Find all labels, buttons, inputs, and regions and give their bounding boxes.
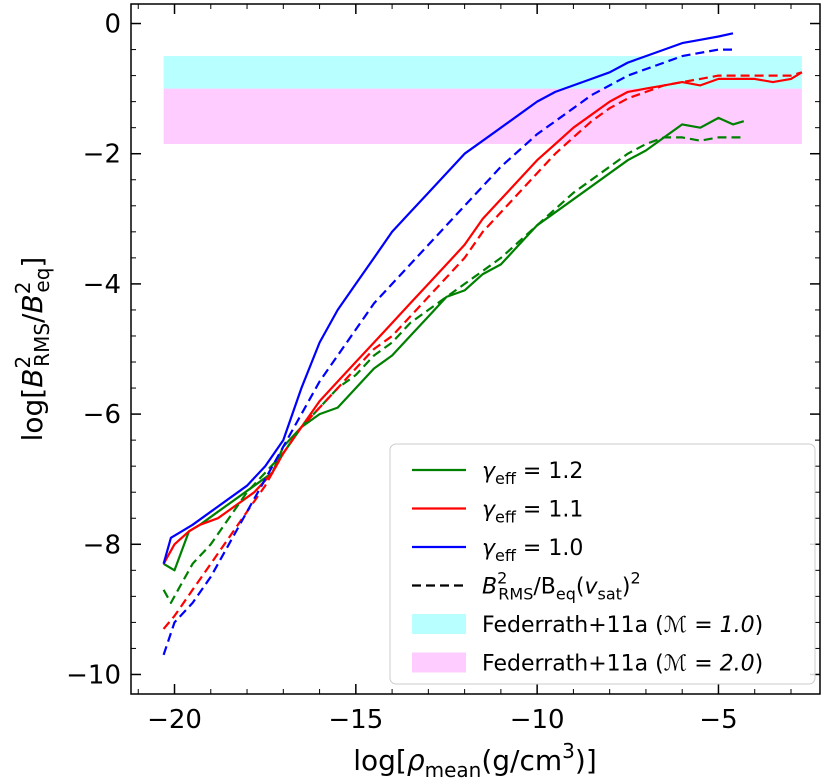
legend-label-1: γeff = 1.2 bbox=[482, 459, 583, 488]
y-tick-label: 0 bbox=[104, 10, 121, 40]
y-tick-label: −4 bbox=[83, 270, 121, 300]
series-line-1 bbox=[163, 116, 745, 572]
legend-box bbox=[389, 443, 816, 685]
x-tick-label: −15 bbox=[328, 705, 383, 735]
band-2 bbox=[163, 88, 802, 144]
legend-band-swatch-2 bbox=[412, 652, 466, 673]
legend-band-label-1: Federrath+11a (ℳ = 1.0) bbox=[482, 613, 763, 638]
legend-band-swatch-1 bbox=[412, 614, 466, 634]
legend-label-dashed: B2 RMS/Beq(vsat)2 bbox=[482, 569, 641, 604]
series-line-2 bbox=[162, 71, 803, 565]
x-tick-label: −10 bbox=[510, 705, 565, 735]
series-line-5-dashed bbox=[162, 71, 803, 630]
series-line-4-dashed bbox=[162, 136, 744, 605]
series-line-3 bbox=[162, 32, 734, 565]
plot-frame bbox=[130, 3, 821, 695]
y-tick-label: −10 bbox=[66, 660, 121, 690]
y-tick-label: −8 bbox=[83, 530, 121, 560]
legend: γeff = 1.2 γeff = 1.1 γeff = 1.0 B2 RMS/Beq(… bbox=[389, 443, 816, 685]
x-tick-label: −20 bbox=[147, 705, 202, 735]
reference-bands bbox=[163, 56, 802, 144]
legend-band-label-2: Federrath+11a (ℳ = 2.0) bbox=[482, 652, 763, 677]
y-tick-label: −2 bbox=[83, 140, 121, 170]
x-tick-label: −5 bbox=[699, 705, 737, 735]
series-line-6-dashed bbox=[162, 48, 733, 656]
legend-label-3: γeff = 1.0 bbox=[482, 536, 583, 565]
y-tick-label: −6 bbox=[83, 400, 121, 430]
series-layer bbox=[162, 32, 803, 656]
legend-label-2: γeff = 1.1 bbox=[482, 498, 583, 527]
band-1 bbox=[163, 56, 802, 89]
axis-ticks: −20 −15 −10 −5 0 −2 −4 −6 −8 −10 bbox=[66, 4, 820, 735]
